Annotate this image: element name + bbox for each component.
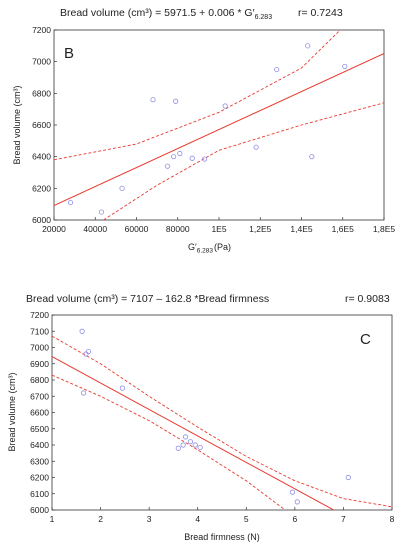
y-tick-label: 6800 [30,375,49,385]
data-point [253,144,259,150]
chart-b-xlabel: G′6.283(Pa) [188,242,231,255]
y-tick-label: 7000 [30,343,49,353]
y-tick-label: 7000 [32,57,51,67]
y-tick-label: 6600 [30,408,49,418]
plot-clip-group [54,31,384,220]
chart-b-ylabel: Bread volume (cm³) [12,85,22,164]
data-point [222,103,228,109]
x-tick-label: 2 [98,514,103,524]
chart-c-plot-area [51,314,393,511]
chart-b-panel-label: B [64,45,74,62]
x-tick-label: 1E5 [211,224,226,234]
data-point [175,445,181,451]
data-point [189,155,195,161]
x-tick-label: 20000 [42,224,66,234]
chart-c-panel-label: C [360,331,371,348]
data-point [150,97,156,103]
x-tick-label: 40000 [83,224,107,234]
x-tick-label: 6 [292,514,297,524]
data-point [171,154,177,160]
y-tick-label: 6000 [30,505,49,515]
x-tick-label: 60000 [125,224,149,234]
data-point [309,154,315,160]
data-point [79,328,85,334]
chart-b-plot-area [53,29,385,221]
y-tick-label: 6200 [32,183,51,193]
y-tick-label: 6700 [30,391,49,401]
x-tick-label: 4 [195,514,200,524]
y-tick-label: 6200 [30,473,49,483]
chart-b-x-ticks: 20000 40000 60000 80000 1E5 1,2E5 1,4E5 1,6E5 1,… [42,217,395,234]
data-point [274,66,280,73]
data-point [164,163,171,169]
y-tick-label: 6600 [32,120,51,130]
data-point [182,434,189,440]
chart-b: Bread volume (cm³) = 5971.5 + 0.006 * G′… [12,7,395,255]
confidence-band-lower [103,102,384,220]
data-point [187,439,194,445]
chart-c-x-ticks: 1 2 3 4 5 6 7 8 [50,507,395,524]
y-tick-label: 7200 [32,25,51,35]
plot-clip-group [52,335,392,510]
data-point [119,385,126,391]
x-tick-label: 1,6E5 [332,224,354,234]
data-point [173,98,179,104]
data-point [342,63,348,70]
y-tick-label: 6000 [32,215,51,225]
data-point [345,474,351,481]
chart-c-r-value: r= 0.9083 [345,293,390,305]
x-tick-label: 7 [341,514,346,524]
x-tick-label: 3 [147,514,152,524]
chart-c-ylabel: Bread volume (cm³) [7,372,17,451]
data-point [197,444,203,451]
chart-b-y-ticks: 6000 6200 6400 6600 6800 7000 7200 [32,25,57,225]
data-point [177,150,183,157]
confidence-band-upper [54,31,339,161]
x-tick-label: 1 [50,514,55,524]
chart-c-xlabel: Bread firmness (N) [184,532,260,542]
chart-c: Bread volume (cm³) = 7107 – 162.8 *Bread… [7,293,395,542]
chart-b-r-value: r= 0.7243 [298,7,343,19]
x-tick-label: 5 [244,514,249,524]
chart-c-y-ticks: 6000 6100 6200 6300 6400 6500 6600 6700 6800 6900… [30,310,55,515]
data-point [294,499,300,505]
chart-b-title: Bread volume (cm³) = 5971.5 + 0.006 * G′… [60,7,272,21]
chart-c-series [52,328,392,510]
regression-line [52,356,335,510]
data-point [98,209,105,215]
data-point [85,348,92,355]
y-tick-label: 6400 [32,152,51,162]
data-point [80,390,87,396]
y-tick-label: 7100 [30,326,49,336]
data-point [67,199,74,206]
x-tick-label: 80000 [166,224,190,234]
data-point [119,185,125,191]
y-tick-label: 6900 [30,359,49,369]
y-tick-label: 6300 [30,456,49,466]
x-tick-label: 1,4E5 [290,224,312,234]
x-tick-label: 1,2E5 [249,224,271,234]
confidence-band-lower [52,374,286,510]
y-tick-label: 7200 [30,310,49,320]
chart-b-series [54,31,384,220]
chart-c-title: Bread volume (cm³) = 7107 – 162.8 *Bread… [26,293,269,305]
y-tick-label: 6100 [30,489,49,499]
confidence-band-upper [52,335,392,508]
data-point [180,442,186,448]
data-point [289,489,296,495]
data-point [201,156,208,162]
y-tick-label: 6500 [30,424,49,434]
y-tick-label: 6400 [30,440,49,450]
data-point [305,43,311,49]
x-tick-label: 1,8E5 [373,224,395,234]
regression-line [54,53,384,206]
data-point [192,442,198,448]
y-tick-label: 6800 [32,88,51,98]
x-tick-label: 8 [390,514,395,524]
